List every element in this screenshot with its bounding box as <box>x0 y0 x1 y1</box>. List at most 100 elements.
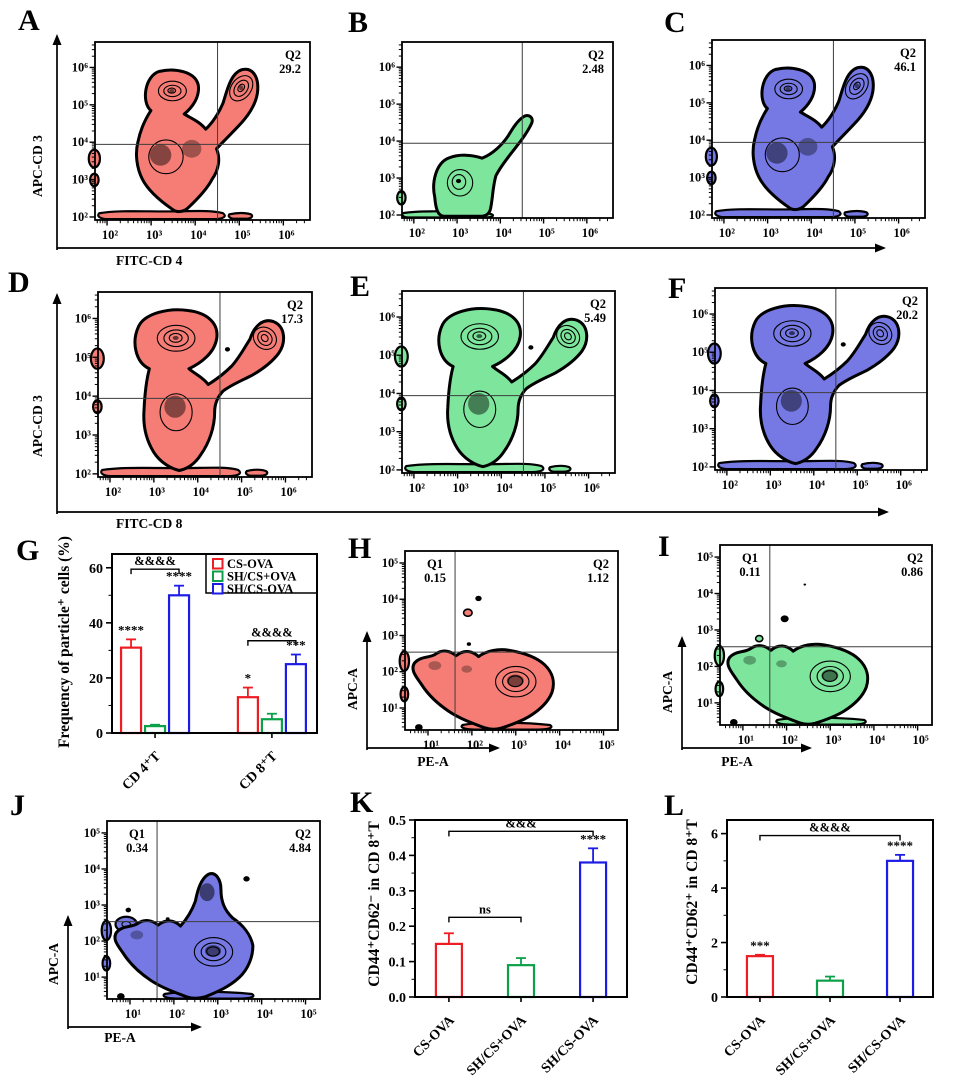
x-tick-label: 10⁵ <box>598 738 615 752</box>
row2-x-axis-arrow <box>57 507 889 517</box>
x-tick-label: 10³ <box>452 481 469 495</box>
significance-bracket <box>448 916 522 923</box>
bar <box>236 696 259 735</box>
bar <box>284 663 307 735</box>
panel-J-y-axis-arrow <box>63 915 73 1029</box>
quadrant-label-Q2: Q2 <box>590 297 606 311</box>
y-tick-label: 10⁵ <box>379 97 396 111</box>
bar <box>815 979 845 999</box>
panel-label-L: L <box>664 789 685 822</box>
flow-density-smudge <box>182 139 202 158</box>
flow-baseline-strip <box>549 466 570 472</box>
y-tick-label: 10² <box>72 210 89 224</box>
category-label: SH/CS-OVA <box>539 1013 603 1077</box>
x-tick-label: 10² <box>409 226 426 240</box>
flow-contour-ring <box>786 329 799 338</box>
flow-contour-ring <box>841 71 873 102</box>
plot-border <box>726 819 934 998</box>
flow-outlier-dot <box>475 595 482 602</box>
panel-H-x-axis-arrow <box>367 743 500 753</box>
quadrant-label-Q2: Q2 <box>287 298 303 312</box>
quadrant-label-Q2: Q2 <box>593 557 609 571</box>
row1-x-axis-label: FITC-CD 4 <box>116 253 183 268</box>
y-tick-label: 2 <box>711 937 718 952</box>
flow-outlier-dot <box>803 583 807 586</box>
bar <box>119 646 143 735</box>
x-tick-label: 10⁴ <box>257 1007 274 1021</box>
flow-contour-ring <box>157 325 195 351</box>
x-tick-label: 10⁵ <box>912 733 929 747</box>
panel-label-I: I <box>658 530 670 563</box>
legend-swatch-green <box>212 570 224 582</box>
y-tick-label: 10⁶ <box>379 310 396 324</box>
flow-outlier-dot <box>780 615 789 623</box>
significance-stars: **** <box>580 831 606 846</box>
flow-density-smudge <box>204 945 222 957</box>
panel-I-y-axis-arrow <box>677 636 687 750</box>
x-tick-label: 10³ <box>452 226 469 240</box>
flow-contour-ring <box>452 175 466 190</box>
flow-outlier-blob <box>464 609 473 616</box>
quadrant-label-Q1: Q1 <box>742 551 758 565</box>
x-tick-label: 10⁴ <box>806 226 823 240</box>
legend-label: SH/CS-OVA <box>227 582 293 596</box>
significance-label: &&& <box>505 816 536 830</box>
flow-contour-ring <box>847 76 867 96</box>
panel-label-A: A <box>18 4 40 37</box>
flow-contour-ring <box>774 321 811 346</box>
quadrant-value-Q2: 2.48 <box>582 62 604 76</box>
flow-baseline-strip <box>715 209 840 217</box>
significance-label: ns <box>479 902 491 916</box>
panel-label-D: D <box>8 266 30 299</box>
y-tick-label: 20 <box>89 672 103 687</box>
quadrant-label-Q2: Q2 <box>907 551 923 565</box>
panel-I-x-axis-arrow <box>682 743 812 753</box>
y-tick-label: 10² <box>697 659 714 673</box>
quadrant-value-Q2: 20.2 <box>896 308 918 322</box>
y-tick-label: 0.4 <box>389 849 407 864</box>
flow-outlier-dot <box>243 876 250 882</box>
bar <box>260 718 283 735</box>
y-tick-label: 10⁵ <box>75 350 92 364</box>
category-label: SH/CS+OVA <box>773 1013 839 1079</box>
flow-outlier-dot <box>415 724 423 731</box>
x-tick-label: 10³ <box>213 1007 230 1021</box>
legend-label: SH/CS+OVA <box>227 570 296 584</box>
y-tick-label: 0.0 <box>389 991 407 1006</box>
y-tick-label: 0.5 <box>389 814 407 829</box>
x-tick-label: 10² <box>169 1007 186 1021</box>
x-tick-label: 10¹ <box>738 733 755 747</box>
category-label: CS-OVA <box>410 1013 458 1061</box>
y-tick-label: 10³ <box>692 422 709 436</box>
y-tick-label: 10⁵ <box>697 550 714 564</box>
x-tick-label: 10⁶ <box>896 478 913 492</box>
legend-swatch-red <box>212 558 224 570</box>
flow-baseline-strip <box>101 468 240 476</box>
flow-contour-ring <box>875 329 884 338</box>
y-tick-label: 10⁴ <box>382 592 399 606</box>
flow-contour-ring <box>464 391 496 427</box>
y-tick-label: 10⁴ <box>72 135 89 149</box>
row2-y-axis-arrow <box>52 293 62 514</box>
y-tick-label: 10¹ <box>84 970 101 984</box>
flow-contour-ring <box>473 332 486 341</box>
category-label: CD 8⁺T <box>237 749 282 794</box>
bar <box>143 725 167 735</box>
quadrant-value-Q1: 0.15 <box>424 571 446 585</box>
x-tick-label: 10³ <box>765 478 782 492</box>
significance-label: &&&& <box>809 821 851 835</box>
significance-bracket <box>247 640 297 646</box>
flow-outlier-dot <box>466 642 472 646</box>
flow-contour-ring <box>236 83 245 92</box>
flow-population-blob <box>728 644 868 724</box>
flow-outlier-dot <box>125 907 132 913</box>
flow-density-smudge <box>743 655 757 665</box>
y-tick-label: 60 <box>89 562 103 577</box>
x-tick-label: 10² <box>105 485 122 499</box>
x-tick-label: 10¹ <box>125 1007 142 1021</box>
quadrant-label-Q2: Q2 <box>900 46 916 60</box>
significance-stars: **** <box>166 569 192 584</box>
y-tick-label: 10³ <box>84 898 101 912</box>
flow-contour-ring <box>194 938 232 966</box>
